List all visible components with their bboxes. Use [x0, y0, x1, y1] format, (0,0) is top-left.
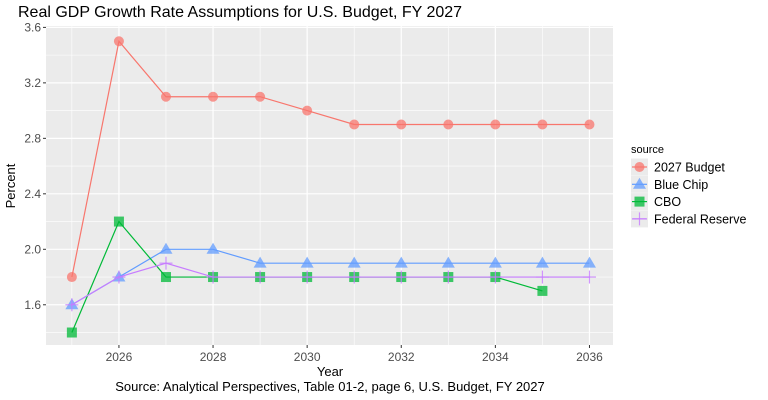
- x-tick-label: 2030: [294, 350, 321, 364]
- y-axis-title: Percent: [3, 163, 18, 208]
- x-tick-label: 2036: [576, 350, 603, 364]
- data-point-blue-chip: [582, 256, 596, 268]
- data-point-federal-reserve: [253, 270, 267, 284]
- x-tick-label: 2028: [200, 350, 227, 364]
- data-point-federal-reserve: [112, 270, 126, 284]
- data-point-2027-budget: [113, 36, 124, 47]
- legend-label: 2027 Budget: [654, 161, 725, 175]
- data-point-2027-budget: [208, 91, 219, 102]
- data-point-blue-chip: [535, 256, 549, 268]
- legend-item-cbo: CBO: [631, 193, 681, 211]
- grid-minor: [46, 26, 613, 345]
- y-tick-label: 2.8: [24, 131, 41, 145]
- y-axis: 1.6 2.0 2.4 2.8 3.2 3.6: [24, 20, 46, 312]
- chart-caption: Source: Analytical Perspectives, Table 0…: [115, 379, 545, 394]
- data-point-2027-budget: [160, 91, 171, 102]
- data-point-federal-reserve: [347, 270, 361, 284]
- data-point-federal-reserve: [206, 270, 220, 284]
- data-point-2027-budget: [396, 119, 407, 130]
- y-tick-label: 3.6: [24, 20, 41, 34]
- series-line-federal-reserve: [71, 262, 590, 306]
- series-federal-reserve: [65, 256, 596, 312]
- legend-title: source: [631, 144, 664, 156]
- data-point-2027-budget: [584, 119, 595, 130]
- y-tick-label: 3.2: [24, 76, 41, 90]
- series-layer: [65, 36, 596, 338]
- data-point-blue-chip: [488, 256, 502, 268]
- data-point-blue-chip: [394, 256, 408, 268]
- series-2027-budget: [66, 36, 595, 283]
- series-line-blue-chip: [71, 248, 590, 306]
- series-line-2027-budget: [71, 39, 590, 278]
- x-axis: 2026 2028 2030 2032 2034 2036: [106, 345, 603, 364]
- legend: source 2027 Budget Blue Chip CBO Federal Re…: [631, 144, 746, 228]
- data-point-federal-reserve: [582, 270, 596, 284]
- legend-key-marker: [634, 162, 645, 172]
- legend-item-federal-reserve: Federal Reserve: [631, 210, 746, 228]
- y-tick-label: 1.6: [24, 298, 41, 312]
- data-point-2027-budget: [537, 119, 548, 130]
- y-tick-label: 2.4: [24, 187, 41, 201]
- x-axis-title: Year: [317, 364, 344, 379]
- legend-key-marker: [633, 212, 646, 226]
- data-point-federal-reserve: [441, 270, 455, 284]
- data-point-2027-budget: [443, 119, 454, 130]
- data-point-cbo: [113, 216, 124, 227]
- data-point-federal-reserve: [394, 270, 408, 284]
- x-tick-label: 2026: [106, 350, 133, 364]
- data-point-2027-budget: [255, 91, 266, 102]
- legend-key-marker: [633, 177, 646, 189]
- data-point-2027-budget: [490, 119, 501, 130]
- plot-panel: [46, 26, 613, 345]
- data-point-federal-reserve: [300, 270, 314, 284]
- data-point-blue-chip: [159, 242, 173, 254]
- legend-key-marker: [634, 196, 645, 207]
- y-tick-label: 2.0: [24, 242, 41, 256]
- data-point-2027-budget: [302, 105, 313, 116]
- data-point-blue-chip: [300, 256, 314, 268]
- data-point-blue-chip: [253, 256, 267, 268]
- chart-title: Real GDP Growth Rate Assumptions for U.S…: [18, 4, 462, 21]
- data-point-cbo: [160, 272, 171, 283]
- data-point-federal-reserve: [159, 256, 173, 270]
- grid-major: [46, 26, 613, 345]
- data-point-federal-reserve: [535, 270, 549, 284]
- data-point-2027-budget: [349, 119, 360, 130]
- data-point-cbo: [537, 285, 548, 296]
- data-point-blue-chip: [441, 256, 455, 268]
- data-point-federal-reserve: [488, 270, 502, 284]
- data-point-2027-budget: [66, 272, 77, 283]
- data-point-federal-reserve: [65, 298, 79, 312]
- data-point-blue-chip: [206, 242, 220, 254]
- legend-label: Blue Chip: [654, 178, 708, 192]
- data-point-cbo: [66, 327, 77, 338]
- legend-item-2027-budget: 2027 Budget: [631, 158, 725, 176]
- x-tick-label: 2032: [388, 350, 415, 364]
- legend-item-blue-chip: Blue Chip: [631, 175, 708, 193]
- legend-label: CBO: [654, 195, 681, 209]
- legend-label: Federal Reserve: [654, 212, 746, 226]
- data-point-blue-chip: [347, 256, 361, 268]
- x-tick-label: 2034: [482, 350, 509, 364]
